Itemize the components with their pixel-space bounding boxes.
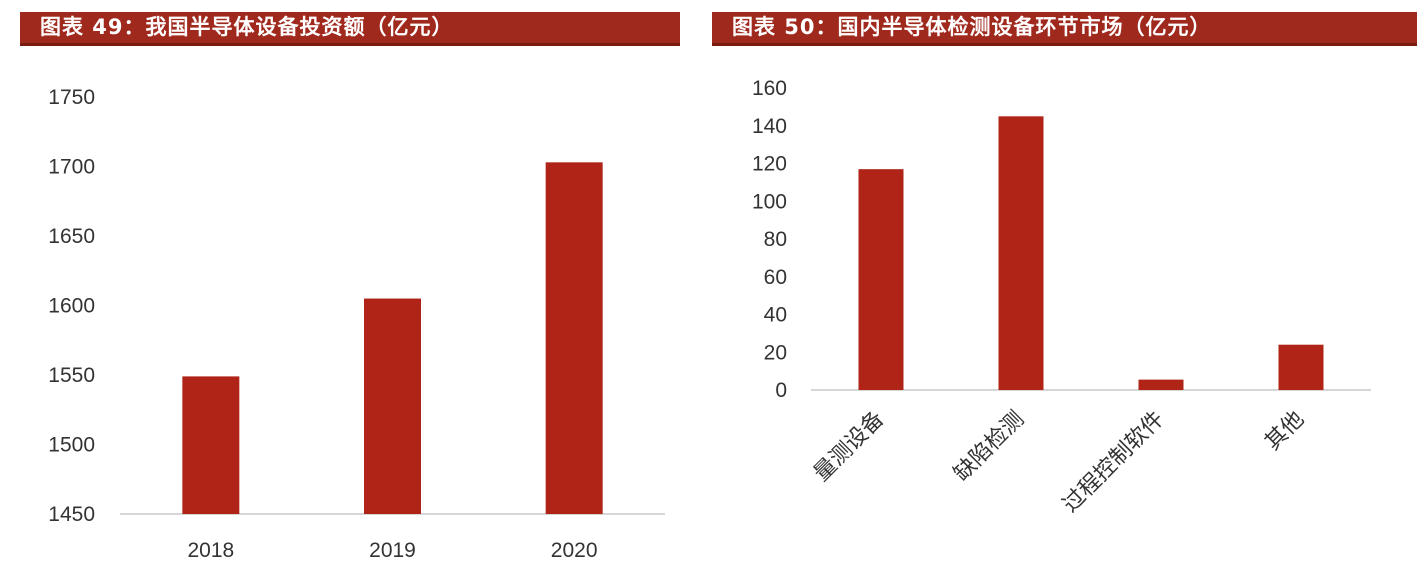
y-tick-label: 160 bbox=[752, 77, 787, 100]
investment-bar-chart: 1450 1500 1550 1600 1650 1700 1750 2018 2019 2020 bbox=[48, 86, 665, 562]
y-tick-label: 1550 bbox=[48, 364, 95, 387]
y-tick-label: 1700 bbox=[48, 156, 95, 179]
y-tick-label: 1600 bbox=[48, 295, 95, 318]
y-tick-label: 0 bbox=[775, 379, 787, 402]
bar bbox=[858, 169, 904, 390]
x-tick-label: 缺陷检测 bbox=[949, 407, 1029, 487]
bar bbox=[545, 162, 603, 514]
chart-title: 图表 49：我国半导体设备投资额（亿元） bbox=[20, 12, 680, 46]
x-tick-label: 量测设备 bbox=[809, 407, 889, 487]
y-tick-label: 1650 bbox=[48, 225, 95, 248]
y-tick-label: 100 bbox=[752, 190, 787, 213]
chart-title: 图表 50：国内半导体检测设备环节市场（亿元） bbox=[712, 12, 1417, 46]
y-tick-label: 20 bbox=[764, 341, 787, 364]
x-tick-label: 2019 bbox=[369, 539, 416, 562]
y-tick-label: 1750 bbox=[48, 86, 95, 109]
y-tick-label: 120 bbox=[752, 153, 787, 176]
x-tick-label: 2018 bbox=[187, 539, 234, 562]
y-tick-label: 40 bbox=[764, 304, 787, 327]
inspection-market-bar-chart: 0 20 40 60 80 100 120 140 160 量测设备 缺陷检测 过程控制软件 其他 bbox=[752, 77, 1371, 518]
y-tick-label: 80 bbox=[764, 228, 787, 251]
chart-panel-inspection-market: 图表 50：国内半导体检测设备环节市场（亿元） 0 20 40 60 80 100 120 1… bbox=[700, 0, 1428, 564]
x-tick-label: 过程控制软件 bbox=[1058, 407, 1169, 518]
y-tick-label: 60 bbox=[764, 266, 787, 289]
bar bbox=[1138, 379, 1184, 390]
bar bbox=[1278, 344, 1324, 390]
bar bbox=[998, 116, 1044, 390]
x-tick-label: 其他 bbox=[1260, 407, 1309, 456]
bar bbox=[364, 298, 421, 514]
bar bbox=[182, 376, 240, 514]
y-tick-label: 1450 bbox=[48, 503, 95, 526]
chart-panel-investment: 图表 49：我国半导体设备投资额（亿元） 1450 1500 1550 1600 165… bbox=[0, 0, 700, 564]
y-tick-label: 1500 bbox=[48, 434, 95, 457]
x-tick-label: 2020 bbox=[551, 539, 598, 562]
y-tick-label: 140 bbox=[752, 115, 787, 138]
